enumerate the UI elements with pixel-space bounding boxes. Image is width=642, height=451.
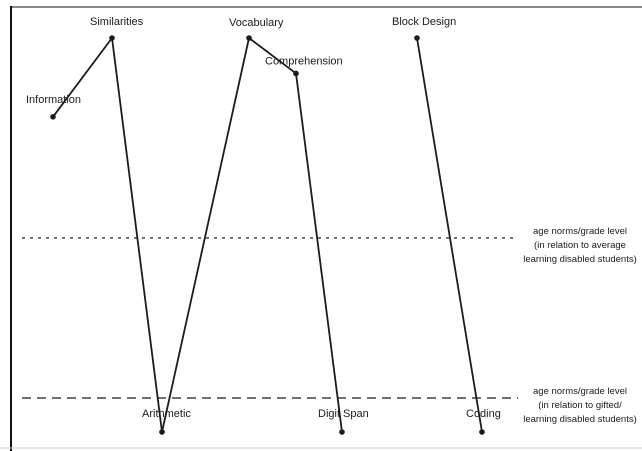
data-point-label: Arithmetic	[142, 408, 191, 420]
data-point-marker	[159, 429, 165, 435]
profile-segment	[248, 37, 297, 75]
profile-segment	[111, 37, 163, 433]
data-point-label: Digit Span	[318, 408, 369, 420]
data-point-label: Coding	[466, 408, 501, 420]
reference-line-label: age norms/grade level (in relation to ave…	[523, 226, 637, 265]
data-point-label: Comprehension	[265, 55, 343, 67]
data-point-label: Information	[26, 94, 81, 106]
data-point-label: Vocabulary	[229, 17, 284, 29]
profile-segment	[161, 37, 250, 433]
profile-segment	[295, 72, 343, 433]
data-point-label: Block Design	[392, 16, 456, 28]
data-point-label: Similarities	[90, 16, 144, 28]
data-point-marker	[109, 35, 115, 41]
profile-segment	[52, 37, 113, 118]
data-point-marker	[293, 70, 299, 77]
data-point-marker	[414, 35, 420, 41]
data-point-marker	[339, 429, 345, 435]
reference-line-label: age norms/grade level (in relation to gif…	[523, 386, 637, 425]
data-point-marker	[479, 429, 485, 435]
profile-segment	[416, 37, 483, 433]
data-point-marker	[50, 114, 56, 120]
data-point-marker	[246, 35, 252, 41]
